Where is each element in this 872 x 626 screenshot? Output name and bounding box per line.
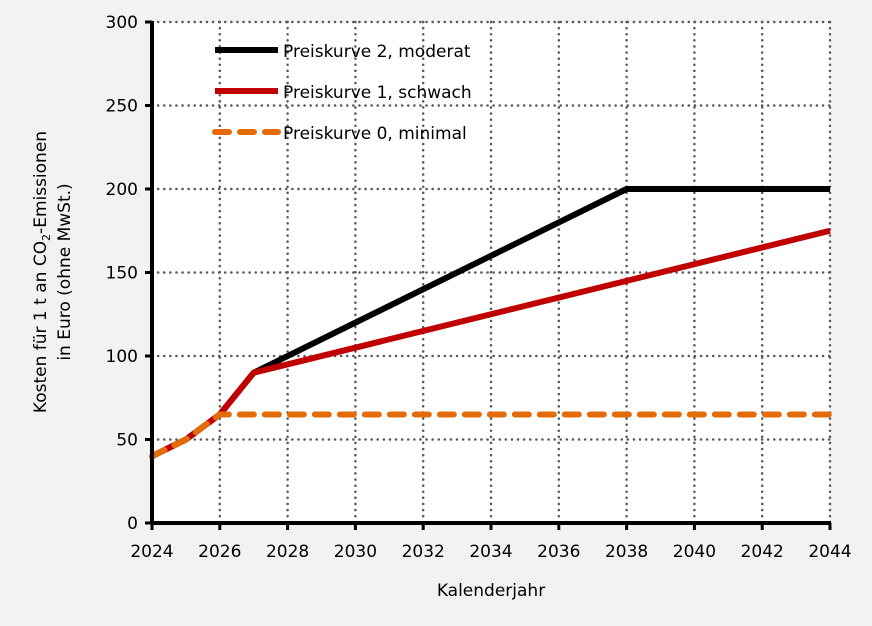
- x-tick-label: 2030: [334, 542, 377, 562]
- y-tick-label: 250: [106, 97, 138, 117]
- y-axis-label: Kosten für 1 t an CO2-Emissionen in Euro…: [31, 131, 75, 413]
- y-tick-label: 50: [116, 431, 138, 451]
- x-tick-label: 2036: [537, 542, 580, 562]
- series-group: [149, 186, 833, 460]
- y-tick-label: 300: [106, 13, 138, 33]
- axes: [145, 20, 832, 530]
- tick-labels: 0 50 100 150 200 250 300 2024 2026 2028 2030 2032 20…: [106, 13, 852, 562]
- y-tick-label: 150: [106, 264, 138, 284]
- y-axis-label-line2: in Euro (ohne MwSt.): [55, 183, 75, 360]
- y-axis-label-line1-end: -Emissionen: [31, 131, 51, 234]
- legend-label-2: Preiskurve 0, minimal: [283, 124, 467, 144]
- x-tick-label: 2024: [130, 542, 173, 562]
- x-axis-label: Kalenderjahr: [437, 581, 545, 601]
- x-tick-label: 2026: [198, 542, 241, 562]
- x-tick-label: 2034: [469, 542, 512, 562]
- x-tick-label: 2028: [266, 542, 309, 562]
- x-tick-label: 2040: [673, 542, 716, 562]
- legend-label-0: Preiskurve 2, moderat: [283, 42, 471, 62]
- y-tick-label: 200: [106, 180, 138, 200]
- series-line-2: [149, 411, 833, 460]
- svg-text:Kosten für 1 t an CO2-Emission: Kosten für 1 t an CO2-Emissionen: [31, 131, 53, 413]
- y-axis-label-line1: Kosten für 1 t an CO: [31, 241, 51, 413]
- x-tick-label: 2044: [808, 542, 851, 562]
- x-tick-label: 2032: [402, 542, 445, 562]
- grid: [150, 20, 832, 525]
- legend: Preiskurve 2, moderat Preiskurve 1, schwa…: [212, 42, 472, 144]
- legend-label-1: Preiskurve 1, schwach: [283, 83, 472, 103]
- y-tick-label: 0: [127, 514, 138, 534]
- y-axis-label-subscript: 2: [40, 234, 53, 241]
- y-tick-label: 100: [106, 347, 138, 367]
- x-tick-label: 2038: [605, 542, 648, 562]
- x-tick-label: 2042: [741, 542, 784, 562]
